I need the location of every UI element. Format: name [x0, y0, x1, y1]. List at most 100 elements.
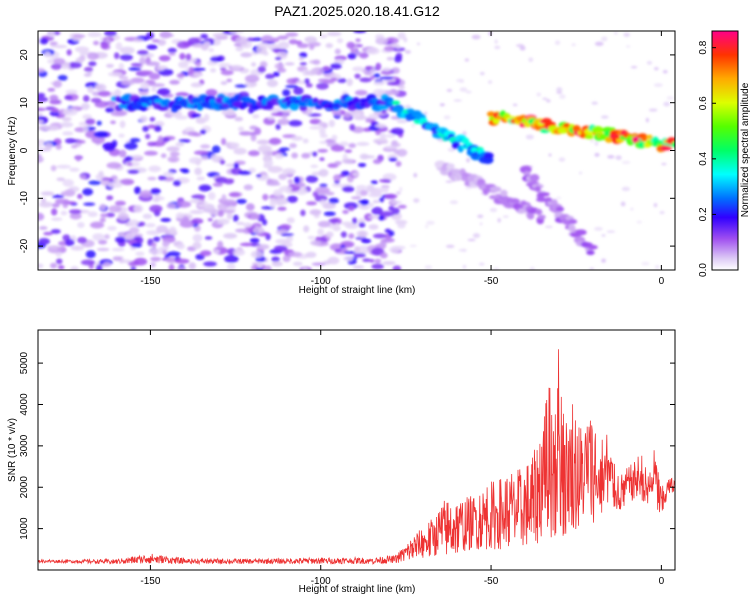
- spectrogram-noise-blob-870: [134, 186, 141, 195]
- spectrogram-signal-blob-231: [470, 147, 478, 153]
- spectrogram-noise-blob-572: [65, 89, 78, 95]
- spectrogram-noise-blob-1168: [662, 70, 668, 74]
- spectrogram-noise-blob-946: [228, 31, 244, 34]
- spectrogram-noise-blob-525: [351, 217, 358, 225]
- spectrogram-noise-blob-755: [358, 231, 367, 238]
- spectrogram-noise-blob-1206: [659, 211, 665, 215]
- colorbar-label: Normalized spectral amplitude: [740, 82, 750, 217]
- spectrogram-noise-blob-967: [382, 67, 392, 72]
- spectrogram-noise-blob-485: [212, 33, 227, 38]
- spectrogram-noise-blob-1179: [614, 32, 618, 35]
- spectrogram-noise-blob-880: [263, 159, 274, 167]
- spectrogram-noise-blob-1029: [96, 120, 102, 126]
- spectrogram-noise-blob-1159: [615, 155, 622, 161]
- spectrogram-noise-blob-535: [291, 152, 299, 159]
- spectrogram-noise-blob-947: [162, 240, 170, 247]
- spectrogram-signal-blob-470: [587, 244, 598, 250]
- spectrogram-noise-blob-766: [52, 80, 63, 88]
- spectrogram-noise-blob-274: [300, 209, 306, 217]
- snr-panel: -150 -100 -50 0 1000 2000 3000 4000 5000 Height…: [7, 329, 676, 595]
- spectrogram-noise-blob-904: [82, 114, 92, 120]
- spectrogram-noise-blob-750: [158, 175, 167, 181]
- spectrogram-noise-blob-921: [240, 52, 253, 58]
- spectrogram-noise-blob-1046: [74, 46, 90, 53]
- spectrogram-noise-blob-1037: [44, 51, 52, 58]
- spectrogram-noise-blob-874: [256, 262, 263, 269]
- x-tick-label: -50: [484, 276, 499, 287]
- spectrogram-noise-blob-1065: [341, 158, 354, 164]
- spectrogram-noise-blob-1077: [129, 138, 141, 143]
- spectrogram-noise-blob-1155: [591, 101, 598, 105]
- spectrogram-noise-blob-1044: [217, 218, 230, 225]
- spectrogram-noise-blob-919: [278, 41, 290, 50]
- spectrogram-noise-blob-727: [271, 261, 283, 267]
- colorbar-gradient: [712, 31, 738, 270]
- spectrogram-noise-blob-900: [279, 147, 291, 151]
- spectrogram-noise-blob-406: [391, 67, 400, 74]
- spectrogram-noise-blob-639: [210, 154, 220, 162]
- figure-title: PAZ1.2025.020.18.41.G12: [274, 3, 440, 19]
- spectrogram-noise-blob-549: [359, 205, 370, 210]
- spectrogram-noise-blob-1020: [44, 142, 53, 150]
- spectrogram-noise-blob-378: [301, 152, 311, 159]
- spectrogram-noise-blob-1049: [273, 189, 283, 197]
- spectrogram-noise-blob-796: [69, 212, 82, 220]
- spectrogram-noise-blob-344: [77, 193, 83, 200]
- spectrogram-noise-blob-1202: [399, 186, 403, 192]
- spectrogram-noise-blob-685: [57, 74, 68, 81]
- spectrogram-noise-blob-736: [188, 157, 203, 164]
- spectrogram-noise-blob-1081: [304, 36, 318, 44]
- spectrogram-noise-blob-167: [107, 225, 117, 231]
- spectrogram-noise-blob-484: [244, 74, 260, 83]
- spectrogram-noise-blob-538: [47, 87, 56, 92]
- colorbar: 0.0 0.2 0.4 0.6 0.8 Normalized spectral ampl…: [698, 30, 750, 277]
- spectrogram-noise-blob-1147: [621, 186, 631, 192]
- spectrogram-noise-blob-456: [196, 176, 206, 181]
- spectrogram-noise-blob-776: [70, 266, 79, 270]
- spectrogram-noise-blob-1067: [38, 119, 44, 124]
- spectrogram-noise-blob-897: [100, 180, 111, 186]
- spectrogram-noise-blob-1143: [413, 172, 418, 178]
- spectrogram-noise-blob-217: [220, 81, 228, 85]
- spectrogram-noise-blob-1094: [195, 61, 202, 67]
- spectrogram-noise-blob-948: [354, 113, 362, 117]
- spectrogram-noise-blob-843: [287, 178, 293, 185]
- spectrogram-noise-blob-358: [106, 195, 114, 201]
- spectrogram-noise-blob-1203: [594, 226, 603, 231]
- spectrogram-noise-blob-1182: [621, 160, 631, 165]
- spectrogram-noise-blob-745: [191, 67, 206, 72]
- spectrogram-noise-blob-797: [271, 48, 286, 53]
- spectrogram-noise-blob-1097: [221, 138, 227, 146]
- spectrogram-noise-blob-487: [110, 111, 126, 117]
- spectrogram-noise-blob-989: [148, 165, 161, 173]
- spectrogram-noise-blob-915: [395, 160, 402, 167]
- spectrogram-noise-blob-933: [362, 258, 372, 262]
- spectrogram-noise-blob-1071: [383, 145, 398, 150]
- spectrogram-noise-blob-610: [360, 155, 376, 159]
- spectrogram-noise-blob-866: [176, 73, 185, 78]
- spectrogram-ylabel: Frequency (Hz): [7, 117, 18, 186]
- spectrogram-noise-blob-414: [96, 247, 110, 252]
- spectrogram-noise-blob-1194: [396, 214, 401, 217]
- spectrogram-noise-blob-1170: [502, 215, 509, 218]
- spectrogram-noise-blob-1096: [176, 267, 187, 270]
- spectrogram-noise-blob-1218: [654, 265, 660, 269]
- spectrogram-noise-blob-580: [164, 176, 175, 182]
- spectrogram-noise-blob-1078: [128, 67, 142, 71]
- spectrogram-noise-blob-1090: [379, 211, 395, 217]
- spectrogram-noise-blob-1031: [282, 89, 291, 97]
- spectrogram-noise-blob-886: [353, 246, 361, 253]
- spectrogram-noise-blob-291: [195, 117, 207, 124]
- x-tick-label: -100: [311, 576, 331, 587]
- spectrogram-noise-blob-510: [200, 33, 209, 39]
- spectrogram-noise-blob-1088: [280, 233, 294, 237]
- spectrogram-noise-blob-876: [385, 134, 396, 138]
- spectrogram-noise-blob-903: [298, 57, 305, 61]
- spectrogram-noise-blob-774: [276, 201, 284, 206]
- spectrogram-noise-blob-634: [235, 228, 249, 233]
- spectrogram-noise-blob-400: [226, 211, 233, 220]
- x-tick-label: -150: [140, 276, 160, 287]
- spectrogram-noise-blob-186: [175, 115, 188, 120]
- spectrogram-signal-blob-191: [406, 108, 415, 114]
- spectrogram-noise-blob-1205: [403, 37, 408, 43]
